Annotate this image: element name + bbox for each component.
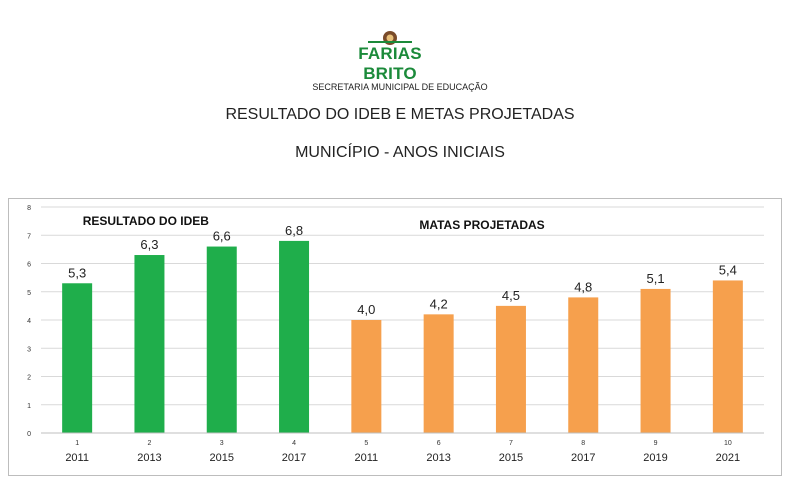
x-tick-label: 4 — [292, 440, 296, 447]
data-label: 5,3 — [68, 265, 86, 280]
data-label: 6,8 — [285, 223, 303, 238]
year-label: 2021 — [716, 452, 740, 464]
data-label: 5,4 — [719, 262, 737, 277]
x-tick-label: 5 — [364, 440, 368, 447]
y-tick-label: 7 — [27, 233, 31, 240]
group-label: MATAS PROJETADAS — [419, 218, 544, 232]
y-tick-label: 8 — [27, 205, 31, 212]
y-tick-label: 0 — [27, 431, 31, 438]
data-label: 6,3 — [140, 237, 158, 252]
x-tick-label: 8 — [581, 440, 585, 447]
y-tick-label: 5 — [27, 290, 31, 297]
bar — [423, 314, 454, 433]
data-label: 4,8 — [574, 279, 592, 294]
y-tick-label: 6 — [27, 262, 31, 269]
bar — [279, 240, 310, 433]
bar — [62, 283, 93, 433]
secretaria-label: SECRETARIA MUNICIPAL DE EDUCAÇÃO — [312, 82, 488, 92]
bar — [351, 320, 382, 433]
data-label: 4,2 — [430, 296, 448, 311]
data-label: 4,0 — [357, 302, 375, 317]
crest-icon — [368, 31, 412, 45]
x-tick-label: 1 — [75, 440, 79, 447]
x-tick-label: 10 — [724, 440, 732, 447]
year-label: 2015 — [210, 452, 234, 464]
year-label: 2019 — [643, 452, 667, 464]
x-tick-label: 6 — [437, 440, 441, 447]
x-tick-label: 2 — [147, 440, 151, 447]
y-tick-label: 3 — [27, 346, 31, 353]
logo-text: FARIAS BRITO — [358, 44, 422, 83]
year-label: 2015 — [499, 452, 523, 464]
x-tick-label: 9 — [654, 440, 658, 447]
year-label: 2011 — [355, 452, 379, 464]
y-tick-label: 4 — [27, 318, 31, 325]
bar — [640, 288, 671, 433]
x-tick-label: 7 — [509, 440, 513, 447]
bar — [134, 255, 165, 433]
year-label: 2017 — [282, 452, 306, 464]
data-label: 4,5 — [502, 288, 520, 303]
year-label: 2013 — [137, 452, 161, 464]
bar — [712, 280, 743, 433]
x-tick-label: 3 — [220, 440, 224, 447]
y-tick-label: 2 — [27, 375, 31, 382]
bar — [206, 246, 237, 433]
year-label: 2017 — [571, 452, 595, 464]
bar — [495, 305, 526, 433]
year-label: 2011 — [65, 452, 89, 464]
page-subtitle: MUNICÍPIO - ANOS INICIAIS — [295, 144, 505, 161]
farias-brito-logo: FARIAS BRITO — [330, 28, 450, 83]
group-label: RESULTADO DO IDEB — [83, 214, 210, 228]
data-label: 6,6 — [213, 229, 231, 244]
data-label: 5,1 — [647, 271, 665, 286]
chart-area: 0 1 2 3 4 5 6 7 8 5,3 1 2011 6,3 2 2013 6,6 3 2015 6,8 4 201… — [8, 198, 782, 476]
bar — [568, 297, 599, 433]
bar-chart: 0 1 2 3 4 5 6 7 8 5,3 1 2011 6,3 2 2013 6,6 3 2015 6,8 4 201… — [27, 205, 764, 464]
page-title: RESULTADO DO IDEB E METAS PROJETADAS — [225, 106, 575, 123]
year-label: 2013 — [426, 452, 450, 464]
y-tick-label: 1 — [27, 403, 31, 410]
